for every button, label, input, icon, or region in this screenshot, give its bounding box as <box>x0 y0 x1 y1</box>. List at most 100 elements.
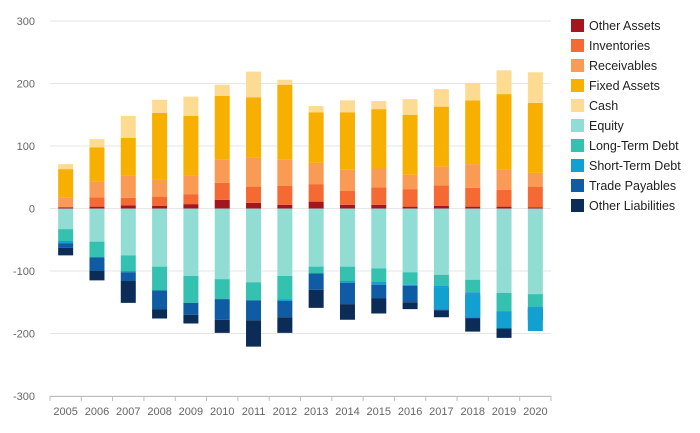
bar-receivables-2019[interactable] <box>496 169 512 190</box>
bar-other-assets-2006[interactable] <box>89 206 105 209</box>
legend-item-equity[interactable]: Equity <box>571 119 624 133</box>
legend-item-trade-payables[interactable]: Trade Payables <box>571 179 676 193</box>
bar-cash-2008[interactable] <box>152 99 168 113</box>
bar-inventories-2018[interactable] <box>465 187 481 207</box>
bar-fixed-assets-2017[interactable] <box>433 106 449 167</box>
bar-other-liabilities-2017[interactable] <box>433 310 449 318</box>
bar-fixed-assets-2008[interactable] <box>152 112 168 180</box>
bar-cash-2016[interactable] <box>402 99 418 115</box>
bar-receivables-2015[interactable] <box>371 168 387 188</box>
bar-fixed-assets-2013[interactable] <box>308 112 324 163</box>
bar-receivables-2011[interactable] <box>246 157 262 187</box>
bar-receivables-2020[interactable] <box>527 172 543 187</box>
bar-receivables-2012[interactable] <box>277 159 293 186</box>
bar-cash-2007[interactable] <box>120 116 136 138</box>
bar-trade-payables-2009[interactable] <box>183 302 199 315</box>
bar-trade-payables-2010[interactable] <box>214 299 230 320</box>
bar-fixed-assets-2019[interactable] <box>496 94 512 170</box>
legend-item-cash[interactable]: Cash <box>571 99 618 113</box>
bar-long-term-debt-2011[interactable] <box>246 282 262 301</box>
bar-other-assets-2015[interactable] <box>371 204 387 209</box>
bar-long-term-debt-2005[interactable] <box>58 229 74 241</box>
bar-fixed-assets-2007[interactable] <box>120 137 136 176</box>
bar-short-term-debt-2007[interactable] <box>120 271 136 273</box>
bar-cash-2018[interactable] <box>465 82 481 101</box>
bar-equity-2019[interactable] <box>496 208 512 293</box>
bar-inventories-2013[interactable] <box>308 184 324 202</box>
bar-receivables-2005[interactable] <box>58 197 74 208</box>
bar-other-liabilities-2013[interactable] <box>308 289 324 308</box>
bar-other-liabilities-2010[interactable] <box>214 319 230 333</box>
bar-fixed-assets-2005[interactable] <box>58 169 74 198</box>
bar-fixed-assets-2009[interactable] <box>183 116 199 176</box>
bar-receivables-2008[interactable] <box>152 179 168 197</box>
bar-long-term-debt-2015[interactable] <box>371 268 387 282</box>
bar-cash-2020[interactable] <box>527 72 543 103</box>
bar-other-assets-2019[interactable] <box>496 206 512 209</box>
bar-other-assets-2012[interactable] <box>277 204 293 209</box>
bar-short-term-debt-2005[interactable] <box>58 241 74 244</box>
bar-other-liabilities-2007[interactable] <box>120 281 136 303</box>
bar-other-assets-2011[interactable] <box>246 202 262 209</box>
bar-cash-2006[interactable] <box>89 139 105 148</box>
bar-receivables-2010[interactable] <box>214 159 230 183</box>
bar-other-assets-2009[interactable] <box>183 204 199 209</box>
bar-trade-payables-2013[interactable] <box>308 273 324 290</box>
bar-fixed-assets-2018[interactable] <box>465 100 481 165</box>
bar-trade-payables-2006[interactable] <box>89 257 105 271</box>
bar-inventories-2020[interactable] <box>527 186 543 208</box>
bar-short-term-debt-2012[interactable] <box>277 299 293 301</box>
bar-inventories-2017[interactable] <box>433 185 449 206</box>
bar-short-term-debt-2014[interactable] <box>339 281 355 283</box>
bar-other-liabilities-2005[interactable] <box>58 247 74 256</box>
bar-trade-payables-2016[interactable] <box>402 286 418 303</box>
bar-cash-2010[interactable] <box>214 84 230 96</box>
bar-equity-2018[interactable] <box>465 208 481 280</box>
bar-equity-2011[interactable] <box>246 208 262 283</box>
bar-cash-2009[interactable] <box>183 96 199 116</box>
bar-trade-payables-2015[interactable] <box>371 284 387 299</box>
bar-long-term-debt-2016[interactable] <box>402 272 418 285</box>
bar-other-liabilities-2018[interactable] <box>465 318 481 332</box>
bar-long-term-debt-2014[interactable] <box>339 266 355 281</box>
legend-item-inventories[interactable]: Inventories <box>571 39 650 53</box>
bar-inventories-2009[interactable] <box>183 194 199 205</box>
bar-equity-2005[interactable] <box>58 208 74 230</box>
bar-fixed-assets-2014[interactable] <box>339 112 355 170</box>
bar-long-term-debt-2008[interactable] <box>152 266 168 291</box>
bar-equity-2008[interactable] <box>152 208 168 267</box>
bar-other-liabilities-2016[interactable] <box>402 302 418 310</box>
bar-short-term-debt-2015[interactable] <box>371 281 387 285</box>
bar-receivables-2018[interactable] <box>465 164 481 188</box>
bar-cash-2017[interactable] <box>433 89 449 107</box>
legend-item-fixed-assets[interactable]: Fixed Assets <box>571 79 660 93</box>
bar-long-term-debt-2009[interactable] <box>183 276 199 303</box>
bar-equity-2012[interactable] <box>277 208 293 277</box>
bar-long-term-debt-2012[interactable] <box>277 276 293 300</box>
bar-other-assets-2017[interactable] <box>433 206 449 209</box>
bar-other-assets-2007[interactable] <box>120 205 136 209</box>
bar-long-term-debt-2017[interactable] <box>433 274 449 286</box>
bar-equity-2015[interactable] <box>371 208 387 269</box>
bar-receivables-2014[interactable] <box>339 169 355 191</box>
legend-item-other-assets[interactable]: Other Assets <box>571 19 661 33</box>
bar-short-term-debt-2016[interactable] <box>402 284 418 286</box>
bar-trade-payables-2007[interactable] <box>120 272 136 281</box>
bar-equity-2010[interactable] <box>214 208 230 280</box>
bar-equity-2017[interactable] <box>433 208 449 275</box>
bar-other-liabilities-2008[interactable] <box>152 309 168 319</box>
bar-fixed-assets-2011[interactable] <box>246 97 262 158</box>
bar-other-assets-2020[interactable] <box>527 207 543 209</box>
bar-cash-2005[interactable] <box>58 164 74 170</box>
bar-inventories-2007[interactable] <box>120 197 136 206</box>
bar-short-term-debt-2019-overlay[interactable] <box>496 311 512 329</box>
bar-inventories-2016[interactable] <box>402 189 418 207</box>
bar-other-liabilities-2006[interactable] <box>89 271 105 281</box>
bar-equity-2014[interactable] <box>339 208 355 267</box>
bar-cash-2013[interactable] <box>308 106 324 113</box>
bar-equity-2016[interactable] <box>402 208 418 273</box>
legend-item-other-liabilities[interactable]: Other Liabilities <box>571 199 675 213</box>
bar-receivables-2016[interactable] <box>402 174 418 190</box>
bar-other-assets-2018[interactable] <box>465 206 481 209</box>
bar-inventories-2012[interactable] <box>277 186 293 205</box>
